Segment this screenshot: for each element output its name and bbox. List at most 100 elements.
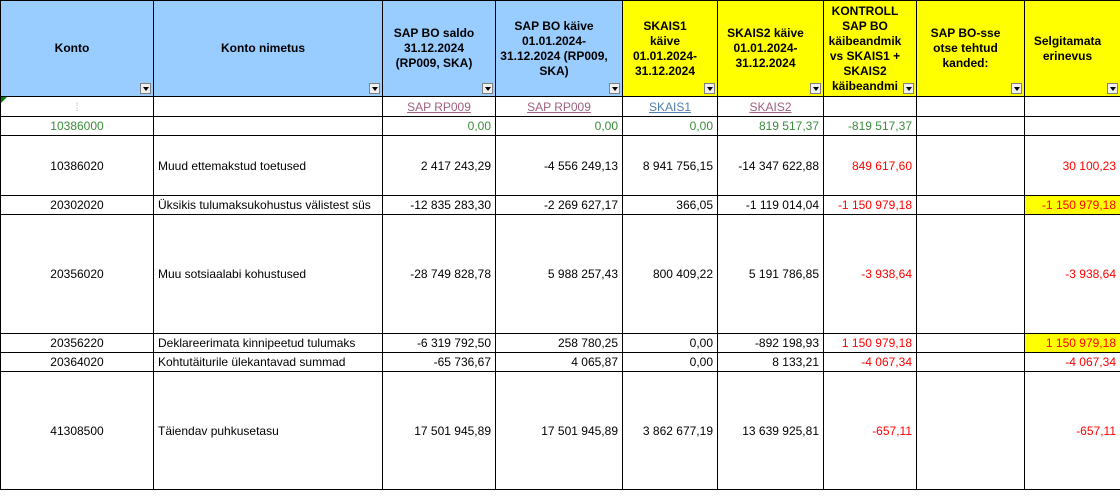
cell-skais2[interactable]: -1 119 014,04 — [717, 195, 824, 215]
cell-otse[interactable] — [916, 116, 1025, 136]
filter-dropdown-skais1[interactable] — [704, 83, 715, 94]
table-row: 10386020 Muud ettemakstud toetused 2 417… — [0, 135, 1120, 196]
cell-saldo[interactable]: -65 736,67 — [382, 352, 496, 372]
cell-nimetus[interactable]: Üksikis tulumaksukohustus välistest süs — [153, 195, 383, 215]
table-row: 20302020 Üksikis tulumaksukohustus välis… — [0, 195, 1120, 215]
header-skais2: SKAIS2 käive 01.01.2024-31.12.2024 — [717, 0, 824, 97]
cell-skais2[interactable]: 5 191 786,85 — [717, 214, 824, 334]
table-row: 10386000 0,00 0,00 0,00 819 517,37 -819 … — [0, 116, 1120, 136]
cell-skais2[interactable]: -14 347 622,88 — [717, 135, 824, 196]
table-row: 20356220 Deklareerimata kinnipeetud tulu… — [0, 333, 1120, 353]
source-nimetus — [153, 96, 383, 117]
cell-skais1[interactable]: 3 862 677,19 — [622, 371, 718, 490]
source-link-kaive[interactable]: SAP RP009 — [495, 96, 623, 117]
filter-dropdown-skais2[interactable] — [810, 83, 821, 94]
cell-kontroll[interactable]: -3 938,64 — [823, 214, 917, 334]
cell-kontroll[interactable]: -819 517,37 — [823, 116, 917, 136]
cell-kaive[interactable]: 5 988 257,43 — [495, 214, 623, 334]
cell-kaive[interactable]: 17 501 945,89 — [495, 371, 623, 490]
table-row: 41308500 Täiendav puhkusetasu 17 501 945… — [0, 371, 1120, 490]
cell-saldo[interactable]: -12 835 283,30 — [382, 195, 496, 215]
header-kaive: SAP BO käive 01.01.2024-31.12.2024 (RP00… — [495, 0, 623, 97]
cell-skais2[interactable]: 8 133,21 — [717, 352, 824, 372]
header-selgitamata: Selgitamata erinevus — [1024, 0, 1120, 97]
filter-dropdown-kontroll[interactable] — [903, 83, 914, 94]
cell-skais1[interactable]: 366,05 — [622, 195, 718, 215]
cell-saldo[interactable]: 2 417 243,29 — [382, 135, 496, 196]
cell-otse[interactable] — [916, 195, 1025, 215]
cell-saldo[interactable]: 17 501 945,89 — [382, 371, 496, 490]
cell-skais2[interactable]: 13 639 925,81 — [717, 371, 824, 490]
cell-konto[interactable]: 20364020 — [0, 352, 154, 372]
cell-otse[interactable] — [916, 371, 1025, 490]
cell-kaive[interactable]: -4 556 249,13 — [495, 135, 623, 196]
cell-otse[interactable] — [916, 214, 1025, 334]
cell-nimetus[interactable]: Kohtutäiturile ülekantavad summad — [153, 352, 383, 372]
cell-selgitamata[interactable]: 30 100,23 — [1024, 135, 1120, 196]
cell-kaive[interactable]: 258 780,25 — [495, 333, 623, 353]
cell-skais1[interactable]: 8 941 756,15 — [622, 135, 718, 196]
cell-selgitamata[interactable]: -1 150 979,18 — [1024, 195, 1120, 215]
cell-konto[interactable]: 41308500 — [0, 371, 154, 490]
filter-dropdown-konto[interactable] — [140, 83, 151, 94]
cell-otse[interactable] — [916, 333, 1025, 353]
cell-saldo[interactable]: 0,00 — [382, 116, 496, 136]
source-link-skais2[interactable]: SKAIS2 — [717, 96, 824, 117]
header-skais1: SKAIS1 käive 01.01.2024-31.12.2024 — [622, 0, 718, 97]
source-konto: ⁞ — [0, 96, 154, 117]
cell-nimetus[interactable]: Deklareerimata kinnipeetud tulumaks — [153, 333, 383, 353]
cell-nimetus[interactable] — [153, 116, 383, 136]
cell-selgitamata[interactable] — [1024, 116, 1120, 136]
cell-selgitamata[interactable]: -657,11 — [1024, 371, 1120, 490]
cell-saldo[interactable]: -28 749 828,78 — [382, 214, 496, 334]
cell-kaive[interactable]: 4 065,87 — [495, 352, 623, 372]
source-kontroll — [823, 96, 917, 117]
header-konto: Konto — [0, 0, 154, 97]
table-row: 20364020 Kohtutäiturile ülekantavad summ… — [0, 352, 1120, 372]
cell-kontroll[interactable]: -4 067,34 — [823, 352, 917, 372]
source-row: ⁞ SAP RP009 SAP RP009 SKAIS1 SKAIS2 — [0, 96, 1120, 117]
cell-skais1[interactable]: 800 409,22 — [622, 214, 718, 334]
filter-dropdown-otse[interactable] — [1011, 83, 1022, 94]
header-kontroll: KONTROLL SAP BO käibeandmik vs SKAIS1 + … — [823, 0, 917, 97]
filter-dropdown-saldo[interactable] — [482, 83, 493, 94]
cell-skais1[interactable]: 0,00 — [622, 333, 718, 353]
header-nimetus: Konto nimetus — [153, 0, 383, 97]
comment-marker-icon — [1, 97, 7, 103]
cell-konto[interactable]: 20356220 — [0, 333, 154, 353]
cell-konto[interactable]: 20356020 — [0, 214, 154, 334]
source-link-skais1[interactable]: SKAIS1 — [622, 96, 718, 117]
cell-konto[interactable]: 20302020 — [0, 195, 154, 215]
cell-kontroll[interactable]: 1 150 979,18 — [823, 333, 917, 353]
source-selgitamata — [1024, 96, 1120, 117]
table-row: 20356020 Muu sotsiaalabi kohustused -28 … — [0, 214, 1120, 334]
cell-kontroll[interactable]: -657,11 — [823, 371, 917, 490]
cell-kontroll[interactable]: -1 150 979,18 — [823, 195, 917, 215]
cell-skais1[interactable]: 0,00 — [622, 352, 718, 372]
cell-nimetus[interactable]: Muu sotsiaalabi kohustused — [153, 214, 383, 334]
header-row: Konto Konto nimetus SAP BO saldo 31.12.2… — [0, 0, 1120, 97]
cell-otse[interactable] — [916, 135, 1025, 196]
header-saldo: SAP BO saldo 31.12.2024 (RP009, SKA) — [382, 0, 496, 97]
cell-nimetus[interactable]: Täiendav puhkusetasu — [153, 371, 383, 490]
cell-konto[interactable]: 10386020 — [0, 135, 154, 196]
cell-nimetus[interactable]: Muud ettemakstud toetused — [153, 135, 383, 196]
cell-saldo[interactable]: -6 319 792,50 — [382, 333, 496, 353]
source-link-saldo[interactable]: SAP RP009 — [382, 96, 496, 117]
cell-skais2[interactable]: 819 517,37 — [717, 116, 824, 136]
header-otse: SAP BO-sse otse tehtud kanded: — [916, 0, 1025, 97]
cell-skais1[interactable]: 0,00 — [622, 116, 718, 136]
cell-konto[interactable]: 10386000 — [0, 116, 154, 136]
cell-kaive[interactable]: 0,00 — [495, 116, 623, 136]
filter-dropdown-kaive[interactable] — [609, 83, 620, 94]
cell-skais2[interactable]: -892 198,93 — [717, 333, 824, 353]
cell-otse[interactable] — [916, 352, 1025, 372]
cell-kaive[interactable]: -2 269 627,17 — [495, 195, 623, 215]
cell-selgitamata[interactable]: -4 067,34 — [1024, 352, 1120, 372]
filter-dropdown-nimetus[interactable] — [369, 83, 380, 94]
cell-kontroll[interactable]: 849 617,60 — [823, 135, 917, 196]
filter-dropdown-selgitamata[interactable] — [1107, 83, 1118, 94]
cell-selgitamata[interactable]: 1 150 979,18 — [1024, 333, 1120, 353]
cell-selgitamata[interactable]: -3 938,64 — [1024, 214, 1120, 334]
